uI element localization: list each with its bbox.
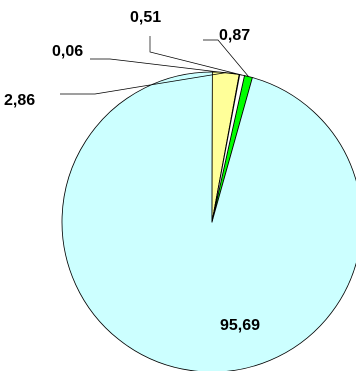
data-label-1: 95,69 <box>220 317 260 334</box>
data-label-3: 0,06 <box>52 43 83 60</box>
data-label-2: 2,86 <box>4 92 35 109</box>
data-label-0: 0,87 <box>219 27 250 44</box>
pie-slice-1 <box>61 71 356 371</box>
leader-lines <box>60 36 249 95</box>
pie-slices <box>61 71 356 371</box>
data-label-4: 0,51 <box>130 9 161 26</box>
leader-line-4 <box>149 36 243 76</box>
data-labels: 0,87 95,69 2,86 0,06 0,51 <box>4 9 260 334</box>
leader-line-2 <box>60 72 226 95</box>
leader-line-3 <box>90 58 240 75</box>
leader-line-0 <box>203 39 249 77</box>
